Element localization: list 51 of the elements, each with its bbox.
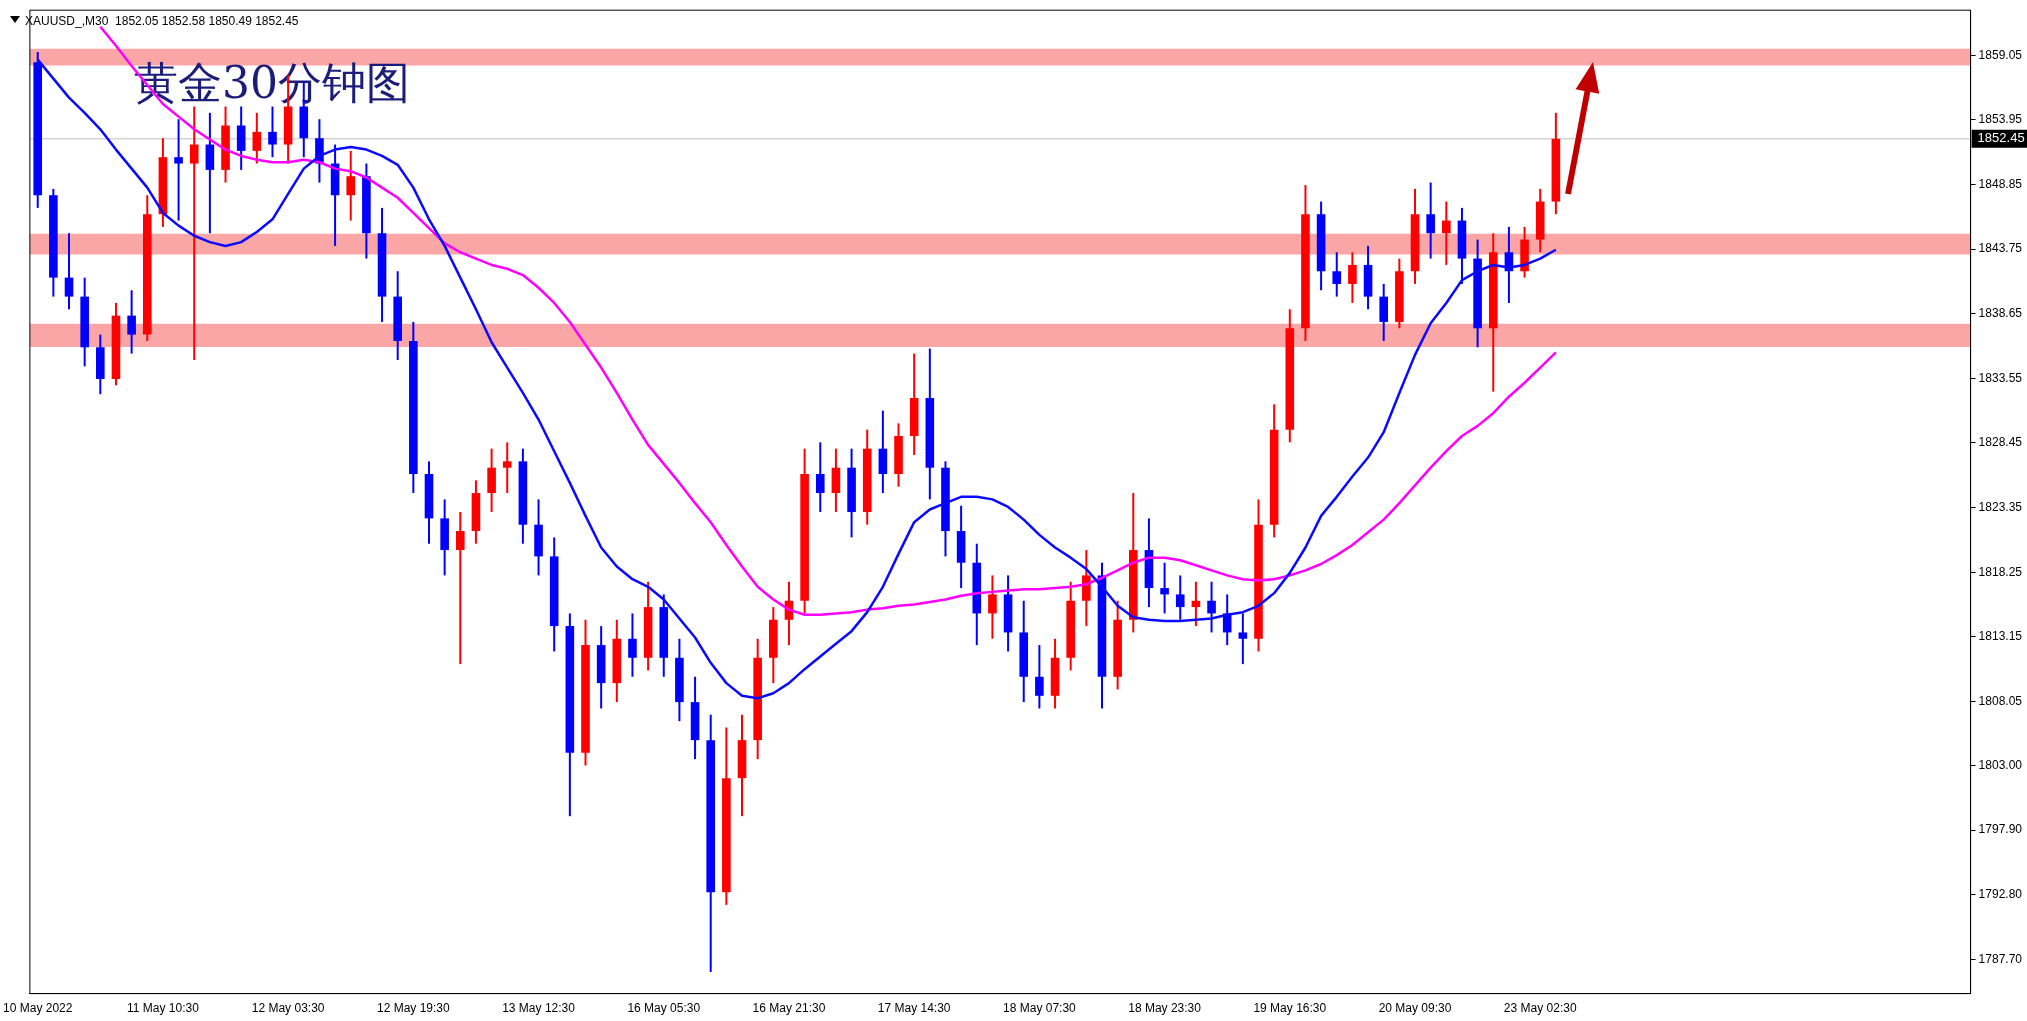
x-tick-label: 11 May 10:30 bbox=[127, 1001, 200, 1016]
candlestick bbox=[1207, 580, 1216, 634]
x-tick-label: 19 May 16:30 bbox=[1253, 1001, 1327, 1016]
x-tick-label: 17 May 14:30 bbox=[877, 1001, 951, 1016]
candlestick bbox=[268, 105, 277, 159]
candlestick bbox=[502, 441, 512, 495]
candlestick bbox=[1175, 574, 1185, 621]
y-tick-label: 1828.45 bbox=[1978, 435, 2023, 450]
candlestick bbox=[1035, 644, 1044, 710]
y-tick-label: 1823.35 bbox=[1978, 499, 2023, 514]
candlestick bbox=[1332, 251, 1342, 298]
candlestick bbox=[455, 511, 465, 666]
x-tick-label: 12 May 03:30 bbox=[251, 1001, 325, 1016]
candlestick bbox=[1426, 181, 1435, 260]
candlestick bbox=[628, 612, 637, 678]
candlestick bbox=[174, 118, 183, 222]
candlestick bbox=[252, 111, 262, 165]
y-tick-label: 1808.05 bbox=[1978, 693, 2023, 708]
y-tick-label: 1859.05 bbox=[1978, 47, 2023, 62]
ref-line-label: 1852.45 bbox=[1977, 130, 2025, 146]
y-tick-label: 1853.95 bbox=[1978, 112, 2023, 127]
x-tick-label: 18 May 07:30 bbox=[1003, 1001, 1077, 1016]
y-tick-label: 1833.55 bbox=[1978, 370, 2023, 385]
x-tick-label: 18 May 23:30 bbox=[1128, 1001, 1202, 1016]
candlestick bbox=[189, 105, 199, 361]
y-tick-label: 1787.70 bbox=[1978, 951, 2023, 966]
y-tick-label: 1792.80 bbox=[1978, 887, 2023, 902]
candlestick bbox=[1222, 593, 1232, 647]
y-tick-label: 1818.25 bbox=[1978, 564, 2023, 579]
x-tick-label: 20 May 09:30 bbox=[1378, 1001, 1452, 1016]
x-tick-label: 13 May 12:30 bbox=[502, 1001, 576, 1016]
candlestick bbox=[1160, 561, 1169, 615]
candlestick bbox=[346, 149, 356, 222]
y-tick-label: 1813.15 bbox=[1978, 629, 2023, 644]
y-tick-label: 1803.00 bbox=[1978, 757, 2023, 772]
candlestick bbox=[988, 574, 997, 640]
y-tick-label: 1838.65 bbox=[1978, 306, 2023, 321]
y-tick-label: 1843.75 bbox=[1978, 241, 2023, 256]
x-tick-label: 12 May 19:30 bbox=[376, 1001, 451, 1016]
candlestick bbox=[64, 232, 74, 311]
x-tick-label: 16 May 21:30 bbox=[752, 1001, 826, 1016]
y-tick-label: 1848.85 bbox=[1978, 176, 2023, 191]
candlestick bbox=[1348, 251, 1357, 304]
x-tick-label: 16 May 05:30 bbox=[627, 1001, 701, 1016]
candlestick bbox=[1238, 612, 1248, 666]
y-tick-label: 1797.90 bbox=[1978, 822, 2023, 837]
candlestick bbox=[815, 441, 825, 514]
candlestick bbox=[127, 289, 136, 355]
x-tick-label: 23 May 02:30 bbox=[1503, 1001, 1577, 1016]
candlestick bbox=[1442, 200, 1451, 266]
x-tick-label: 10 May 2022 bbox=[3, 1001, 73, 1016]
